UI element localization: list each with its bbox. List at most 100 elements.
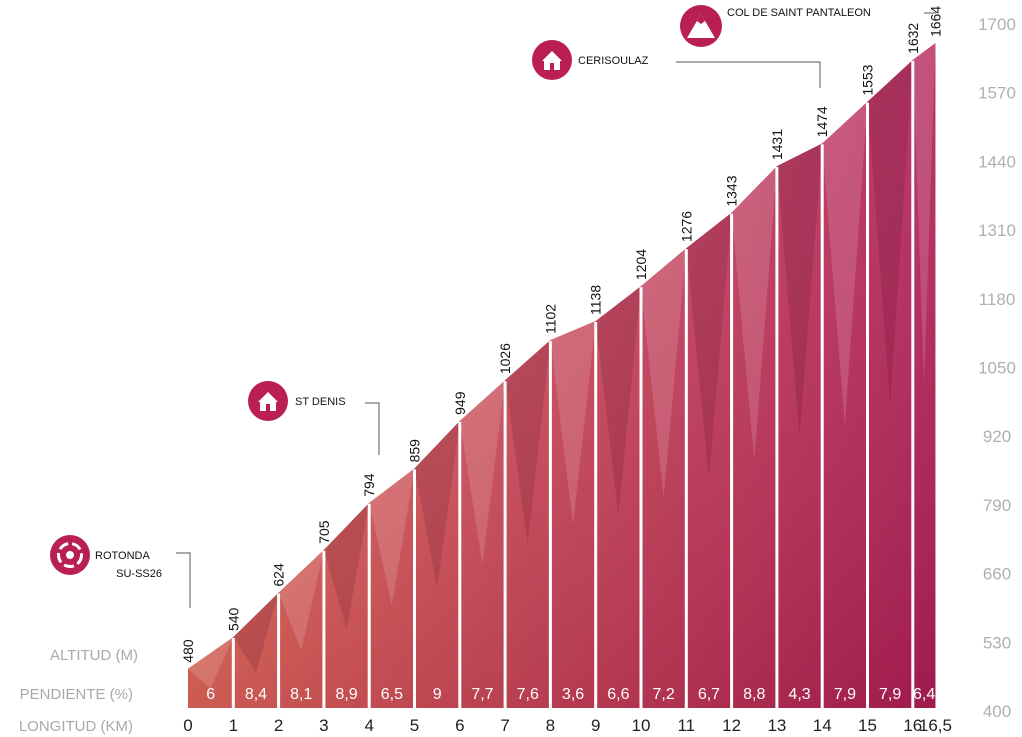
x-tick-label: 11	[677, 716, 695, 735]
gradient-label: 4,3	[788, 686, 810, 703]
km-dividers	[231, 60, 915, 708]
y-tick-label: 1570	[978, 84, 1016, 103]
x-tick-label: 16	[903, 716, 922, 735]
roundabout-icon	[50, 535, 90, 575]
elevation-label: 1553	[860, 64, 876, 95]
area-facet	[550, 320, 596, 525]
area-facet	[414, 420, 460, 589]
gradient-label: 6,7	[698, 686, 720, 703]
elevation-area-shade	[188, 43, 936, 709]
x-tick-label: 0	[183, 716, 192, 735]
area-facet	[822, 101, 868, 426]
elevation-label: 1474	[814, 106, 830, 137]
elevation-label: 1276	[678, 211, 694, 242]
gradient-label: 9	[433, 686, 442, 703]
y-tick-label: 530	[983, 633, 1011, 652]
gradient-label: 6	[206, 686, 215, 703]
x-tick-label: 13	[767, 716, 786, 735]
y-axis: 400 530 660 790 920 1050 1180 1310 1440 1570 1700	[978, 15, 1016, 721]
x-tick-label: 16,5	[919, 716, 952, 735]
x-tick-label: 14	[813, 716, 832, 735]
x-tick-label: 10	[632, 716, 651, 735]
waypoint-st-denis: ST DENIS	[248, 381, 380, 455]
gradient-label: 8,4	[245, 686, 267, 703]
elevation-label: 949	[452, 391, 468, 415]
gradient-label: 8,9	[335, 686, 357, 703]
elevation-label: 540	[225, 607, 241, 631]
y-tick-label: 1310	[978, 221, 1016, 240]
row-label-distance: LONGITUD (KM)	[19, 718, 133, 735]
house-icon	[532, 40, 572, 80]
waypoint-label-rotonda: ROTONDA	[95, 550, 150, 562]
area-facet	[641, 248, 687, 498]
elevation-label: 1138	[588, 285, 604, 315]
gradient-label: 8,8	[743, 686, 765, 703]
elevation-label: 624	[271, 563, 287, 587]
x-tick-label: 9	[591, 716, 600, 735]
area-facet	[369, 468, 415, 606]
elevation-label: 1343	[724, 175, 740, 206]
area-facet	[776, 143, 823, 438]
gradient-label: 7,9	[834, 686, 856, 703]
y-tick-label: 660	[983, 565, 1011, 584]
elevation-label: 705	[316, 520, 332, 544]
area-facet	[323, 502, 370, 629]
gradient-label: 7,6	[517, 686, 539, 703]
area-facet	[233, 592, 279, 673]
y-tick-label: 1700	[978, 15, 1016, 34]
x-tick-label: 7	[500, 716, 509, 735]
elevation-label: 794	[361, 473, 377, 497]
elevation-label: 859	[407, 439, 423, 463]
elevation-label: 1431	[769, 129, 785, 160]
waypoint-sublabel-rotonda: SU-SS26	[116, 568, 162, 580]
x-tick-label: 3	[319, 716, 328, 735]
x-tick-label: 12	[722, 716, 741, 735]
area-facet	[278, 549, 324, 651]
gradient-label: 6,4	[913, 686, 935, 703]
y-tick-label: 1050	[978, 359, 1016, 378]
area-facet	[912, 43, 936, 384]
x-tick-label: 8	[546, 716, 555, 735]
gradient-label: 7,7	[471, 686, 493, 703]
gradient-label: 6,5	[381, 686, 403, 703]
y-tick-label: 920	[983, 427, 1011, 446]
area-facet	[867, 59, 913, 405]
area-facet	[459, 380, 506, 565]
area-facet	[505, 340, 551, 545]
area-facets	[188, 43, 936, 689]
waypoint-label-col-de-saint-pantaleon: COL DE SAINT PANTALEON	[727, 7, 871, 19]
y-tick-label: 400	[983, 702, 1011, 721]
area-facet	[188, 637, 234, 689]
row-label-altitude: ALTITUD (M)	[50, 647, 138, 664]
x-tick-label: 2	[274, 716, 283, 735]
waypoint-cerisoulaz: CERISOULAZ	[532, 40, 821, 88]
y-tick-label: 790	[983, 496, 1011, 515]
gradient-label: 6,6	[607, 686, 629, 703]
gradient-label: 8,1	[290, 686, 312, 703]
row-label-gradient: PENDIENTE (%)	[20, 686, 133, 703]
x-tick-label: 4	[364, 716, 373, 735]
gradient-label: 7,9	[879, 686, 901, 703]
gradient-labels: 6 8,4 8,1 8,9 6,5 9 7,7 7,6 3,6 6,6 7,2 6,7 8,8 4,3 7,…	[206, 686, 935, 703]
area-facet	[595, 286, 641, 515]
x-tick-label: 5	[410, 716, 419, 735]
y-tick-label: 1440	[978, 152, 1016, 171]
elevation-label: 1664	[927, 6, 943, 37]
mountain-icon	[680, 5, 722, 47]
elevation-labels: 480 540 624 705 794 859 949 1026 1102 1138 1204 127…	[180, 6, 943, 663]
waypoint-label-st-denis: ST DENIS	[295, 396, 346, 408]
y-tick-label: 1180	[979, 290, 1016, 309]
x-tick-label: 1	[229, 716, 238, 735]
elevation-label: 1632	[905, 23, 921, 54]
row-labels: ALTITUD (M) PENDIENTE (%) LONGITUD (KM)	[19, 647, 138, 735]
house-icon	[248, 381, 288, 421]
elevation-label: 1204	[633, 249, 649, 280]
x-tick-label: 15	[858, 716, 877, 735]
waypoint-col-de-saint-pantaleon: COL DE SAINT PANTALEON	[680, 5, 936, 47]
gradient-label: 7,2	[653, 686, 675, 703]
elevation-label: 1026	[497, 343, 513, 374]
area-facet	[686, 212, 732, 479]
elevation-area	[188, 43, 936, 709]
